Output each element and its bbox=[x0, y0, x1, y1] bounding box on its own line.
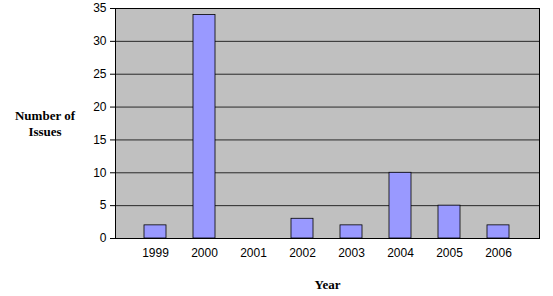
svg-text:30: 30 bbox=[93, 34, 107, 48]
svg-text:25: 25 bbox=[93, 67, 107, 81]
svg-text:1999: 1999 bbox=[142, 246, 169, 260]
svg-text:2006: 2006 bbox=[485, 246, 512, 260]
svg-text:2003: 2003 bbox=[338, 246, 365, 260]
svg-text:2002: 2002 bbox=[289, 246, 316, 260]
svg-text:0: 0 bbox=[100, 231, 107, 245]
svg-text:35: 35 bbox=[93, 1, 107, 15]
svg-text:Year: Year bbox=[315, 277, 341, 292]
svg-text:2004: 2004 bbox=[387, 246, 414, 260]
svg-text:2001: 2001 bbox=[240, 246, 267, 260]
svg-text:2000: 2000 bbox=[191, 246, 218, 260]
svg-text:15: 15 bbox=[93, 133, 107, 147]
svg-text:20: 20 bbox=[93, 100, 107, 114]
svg-text:2005: 2005 bbox=[436, 246, 463, 260]
svg-text:10: 10 bbox=[93, 166, 107, 180]
html-text:Number of Issues: Number of Issues bbox=[15, 108, 75, 139]
svg-text:5: 5 bbox=[100, 198, 107, 212]
